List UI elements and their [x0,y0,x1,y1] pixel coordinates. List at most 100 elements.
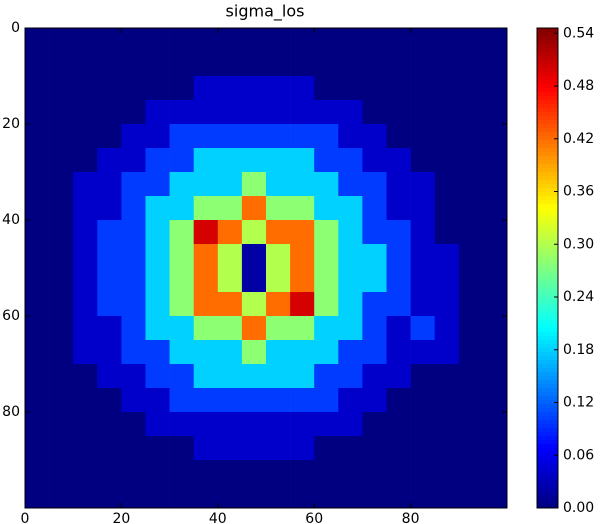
colorbar-segment [537,220,558,225]
heat-cell [241,388,267,413]
colorbar-segment [537,428,558,433]
colorbar-segment [537,172,558,177]
colorbar-segment [537,440,558,445]
heat-cell [97,28,122,53]
heat-cell [25,172,50,197]
colorbar-segment [537,224,558,229]
heat-cell [338,484,363,509]
heat-cell [362,412,387,437]
heat-cell [97,268,122,293]
heat-cell [362,196,387,221]
heat-cell [121,100,146,125]
heat-cell [266,172,291,197]
heat-cell [97,412,122,437]
heat-cell [434,364,460,389]
colorbar-segment [537,156,558,161]
heat-cell [145,172,170,197]
heat-cell [169,484,194,509]
heat-cell [145,316,170,341]
heat-cell [193,76,219,101]
colorbar-segment [537,280,558,285]
heat-cell [314,388,339,413]
heat-cell [25,268,50,293]
heat-cell [362,292,387,317]
heat-cell [290,124,315,149]
heat-cell [314,460,339,485]
colorbar-segment [537,32,558,37]
heat-cell [338,220,363,245]
heat-cell [97,52,122,77]
heat-cell [458,244,484,269]
heat-cell [362,124,387,149]
colorbar-segment [537,92,558,97]
colorbar-segment [537,212,558,217]
colorbar-segment [537,476,558,481]
colorbar-segment [537,464,558,469]
heat-cell [482,388,508,413]
colorbar-segment [537,52,558,57]
heat-cell [338,52,363,77]
plot-frame [24,27,508,509]
heat-cell [97,316,122,341]
colorbar-segment [537,140,558,145]
colorbar-segment [537,216,558,221]
heat-cell [290,148,315,173]
heat-cell [241,460,267,485]
heat-cell [73,436,98,461]
heat-cell [97,388,122,413]
heat-cell [410,292,435,317]
heat-cell [145,388,170,413]
heat-cell [266,28,291,53]
heat-cell [73,28,98,53]
heat-cell [217,196,243,221]
heat-cell [193,340,219,365]
colorbar-segment [537,496,558,501]
colorbar-tick-label: 0.18 [563,342,594,358]
heat-cell [458,388,484,413]
heat-cell [314,484,339,509]
heat-cell [290,364,315,389]
heat-cell [241,484,267,509]
heat-cell [169,364,194,389]
heat-cell [25,340,50,365]
colorbar-segment [537,468,558,473]
heat-cell [314,292,339,317]
heat-cell [73,412,98,437]
heat-cell [169,124,194,149]
colorbar-segment [537,492,558,497]
heat-cell [49,196,74,221]
heat-cell [121,460,146,485]
heat-cell [266,100,291,125]
heat-cell [121,220,146,245]
colorbar-segment [537,124,558,129]
heat-cell [145,196,170,221]
colorbar-segment [537,236,558,241]
heat-cell [410,244,435,269]
x-tick-label: 40 [209,511,227,524]
heat-cell [217,364,243,389]
colorbar-segment [537,132,558,137]
heat-cell [97,292,122,317]
heat-cell [169,148,194,173]
heat-cell [73,388,98,413]
heat-cell [338,76,363,101]
heat-cell [217,340,243,365]
heat-cell [121,52,146,77]
heat-cell [169,220,194,245]
colorbar-segment [537,60,558,65]
heat-cell [434,244,460,269]
heat-cell [338,100,363,125]
colorbar-segment [537,308,558,313]
heat-cell [25,484,50,509]
heat-cell [25,244,50,269]
colorbar-segment [537,504,558,509]
heat-cell [73,292,98,317]
colorbar-segment [537,404,558,409]
colorbar-segment [537,348,558,353]
heat-cell [482,76,508,101]
heat-cell [266,148,291,173]
heat-cell [266,436,291,461]
colorbar-segment [537,184,558,189]
heat-cell [482,364,508,389]
heat-cell [338,340,363,365]
